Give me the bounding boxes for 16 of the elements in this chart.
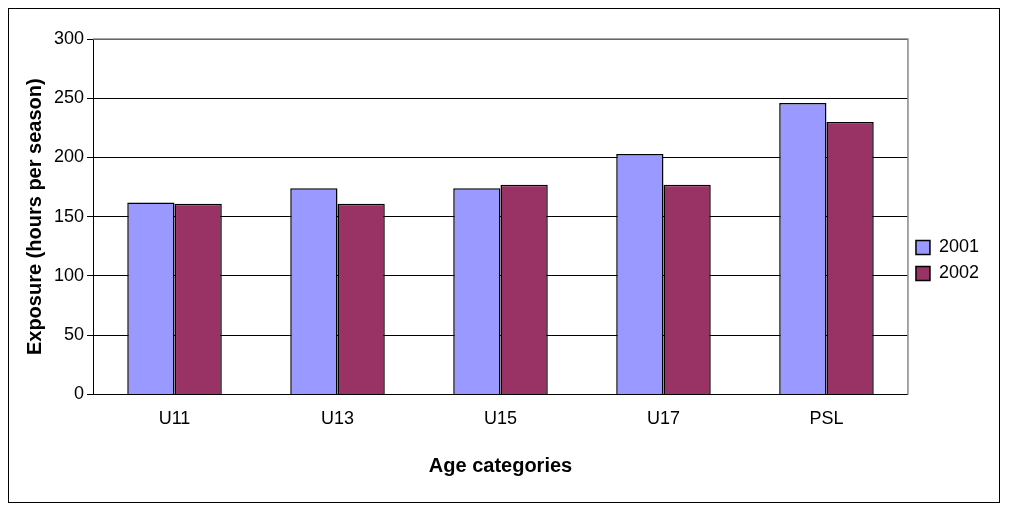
legend-label: 2001 [938,236,979,257]
legend-label: 2002 [938,262,979,283]
x-tick-label: U17 [646,408,680,429]
y-tick-label: 0 [74,383,85,404]
y-tick-label: 50 [64,324,85,345]
y-tick-label: 250 [53,87,85,108]
y-tick-label: 150 [53,205,85,226]
x-tick-label: U11 [158,408,191,429]
y-axis-title: Exposure (hours per season) [22,78,45,356]
x-tick-label: U15 [483,408,518,429]
y-tick-label: 300 [53,27,85,48]
y-tick-label: 200 [53,146,85,167]
x-tick-label: U13 [320,408,355,429]
x-axis-title: Age categories [428,453,573,476]
x-tick-label: PSL [809,408,844,429]
y-tick-label: 100 [53,264,85,285]
